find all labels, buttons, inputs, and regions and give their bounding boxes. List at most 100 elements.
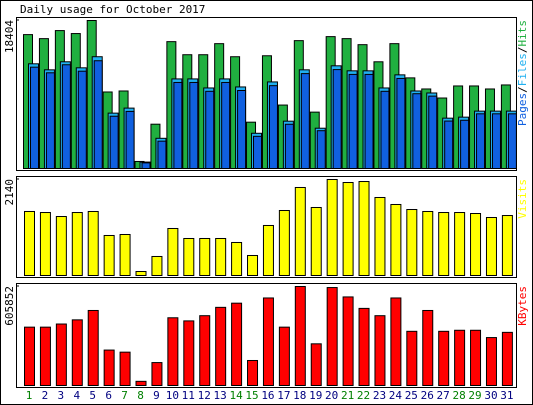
x-tick-label: 29 — [468, 389, 481, 402]
bar — [71, 212, 83, 276]
x-tick-label: 9 — [153, 389, 160, 402]
legend: KBytes — [516, 286, 529, 326]
bar — [141, 162, 151, 169]
bar — [45, 72, 55, 169]
bar — [125, 110, 135, 169]
bar — [294, 286, 306, 386]
bar — [215, 237, 227, 277]
x-tick-label: 24 — [389, 389, 403, 402]
bar — [247, 359, 259, 386]
x-tick-label: 18 — [293, 389, 306, 402]
x-tick-label: 3 — [58, 389, 65, 402]
bar — [231, 302, 243, 386]
bar — [87, 210, 99, 276]
bar — [221, 81, 231, 169]
bar — [476, 113, 486, 170]
legend-entry: Files — [516, 53, 529, 86]
bar — [358, 307, 370, 386]
bar — [237, 89, 247, 169]
bar — [406, 330, 418, 386]
bar — [55, 323, 67, 386]
x-tick-label: 11 — [182, 389, 195, 402]
legend-separator: / — [516, 86, 529, 93]
bar — [316, 130, 326, 170]
bar — [268, 85, 278, 169]
bar — [310, 343, 322, 386]
bar — [103, 349, 115, 386]
bar — [428, 95, 438, 169]
x-tick-label: 4 — [73, 389, 80, 402]
bar — [332, 69, 342, 169]
bar — [300, 73, 310, 169]
bar — [326, 179, 338, 276]
bar — [326, 287, 338, 386]
bar — [485, 216, 497, 276]
bar — [71, 319, 83, 386]
bar — [294, 186, 306, 276]
bar — [119, 233, 131, 277]
bar — [422, 309, 434, 386]
bar — [438, 330, 450, 386]
legend-entry: Pages — [516, 93, 529, 126]
x-tick-label: 27 — [437, 389, 450, 402]
x-tick-label: 20 — [325, 389, 338, 402]
bar — [358, 181, 370, 276]
bar — [485, 337, 497, 386]
bar — [61, 64, 71, 169]
y-max-label: 2140 — [3, 179, 16, 206]
legend-entry: Hits — [516, 20, 529, 47]
bar — [55, 216, 67, 276]
bar — [460, 119, 470, 169]
bar — [491, 113, 501, 170]
bar — [135, 380, 147, 387]
bar — [183, 320, 195, 386]
bar — [342, 296, 354, 387]
bar — [501, 331, 513, 386]
bar — [215, 306, 227, 387]
bar — [173, 81, 183, 169]
bar — [501, 215, 513, 276]
bar — [422, 210, 434, 276]
bar — [380, 90, 390, 169]
bar — [231, 241, 243, 277]
legend-entry: Visits — [516, 179, 529, 219]
bar — [87, 309, 99, 386]
bar — [24, 326, 35, 386]
bar — [262, 297, 274, 386]
bar — [438, 212, 450, 276]
bar — [348, 73, 358, 169]
x-tick-label: 22 — [357, 389, 370, 402]
bar — [374, 196, 386, 276]
bar — [151, 255, 163, 276]
y-max-label: 605852 — [3, 286, 16, 326]
bar — [167, 317, 179, 386]
x-tick-label: 8 — [137, 389, 144, 402]
chart-title: Daily usage for October 2017 — [20, 3, 205, 16]
bar — [342, 182, 354, 276]
bar — [167, 227, 179, 277]
bar — [284, 123, 294, 169]
bar — [278, 326, 290, 386]
x-tick-label: 10 — [166, 389, 179, 402]
bar — [77, 70, 87, 169]
bar — [412, 93, 422, 169]
x-tick-label: 21 — [341, 389, 354, 402]
legend-entry: KBytes — [516, 286, 529, 326]
x-tick-label: 13 — [214, 389, 227, 402]
bar — [135, 271, 147, 276]
bar — [199, 315, 211, 386]
bar — [454, 329, 466, 387]
x-tick-label: 16 — [261, 389, 274, 402]
bar — [310, 206, 322, 276]
bar — [39, 212, 51, 276]
legend-separator: / — [516, 47, 529, 54]
x-tick-label: 19 — [309, 389, 322, 402]
bar — [253, 135, 263, 170]
bar — [278, 209, 290, 277]
legend: Visits — [516, 179, 529, 219]
bar — [24, 210, 35, 276]
x-tick-label: 6 — [105, 389, 112, 402]
x-tick-label: 7 — [121, 389, 128, 402]
x-tick-label: 12 — [198, 389, 211, 402]
